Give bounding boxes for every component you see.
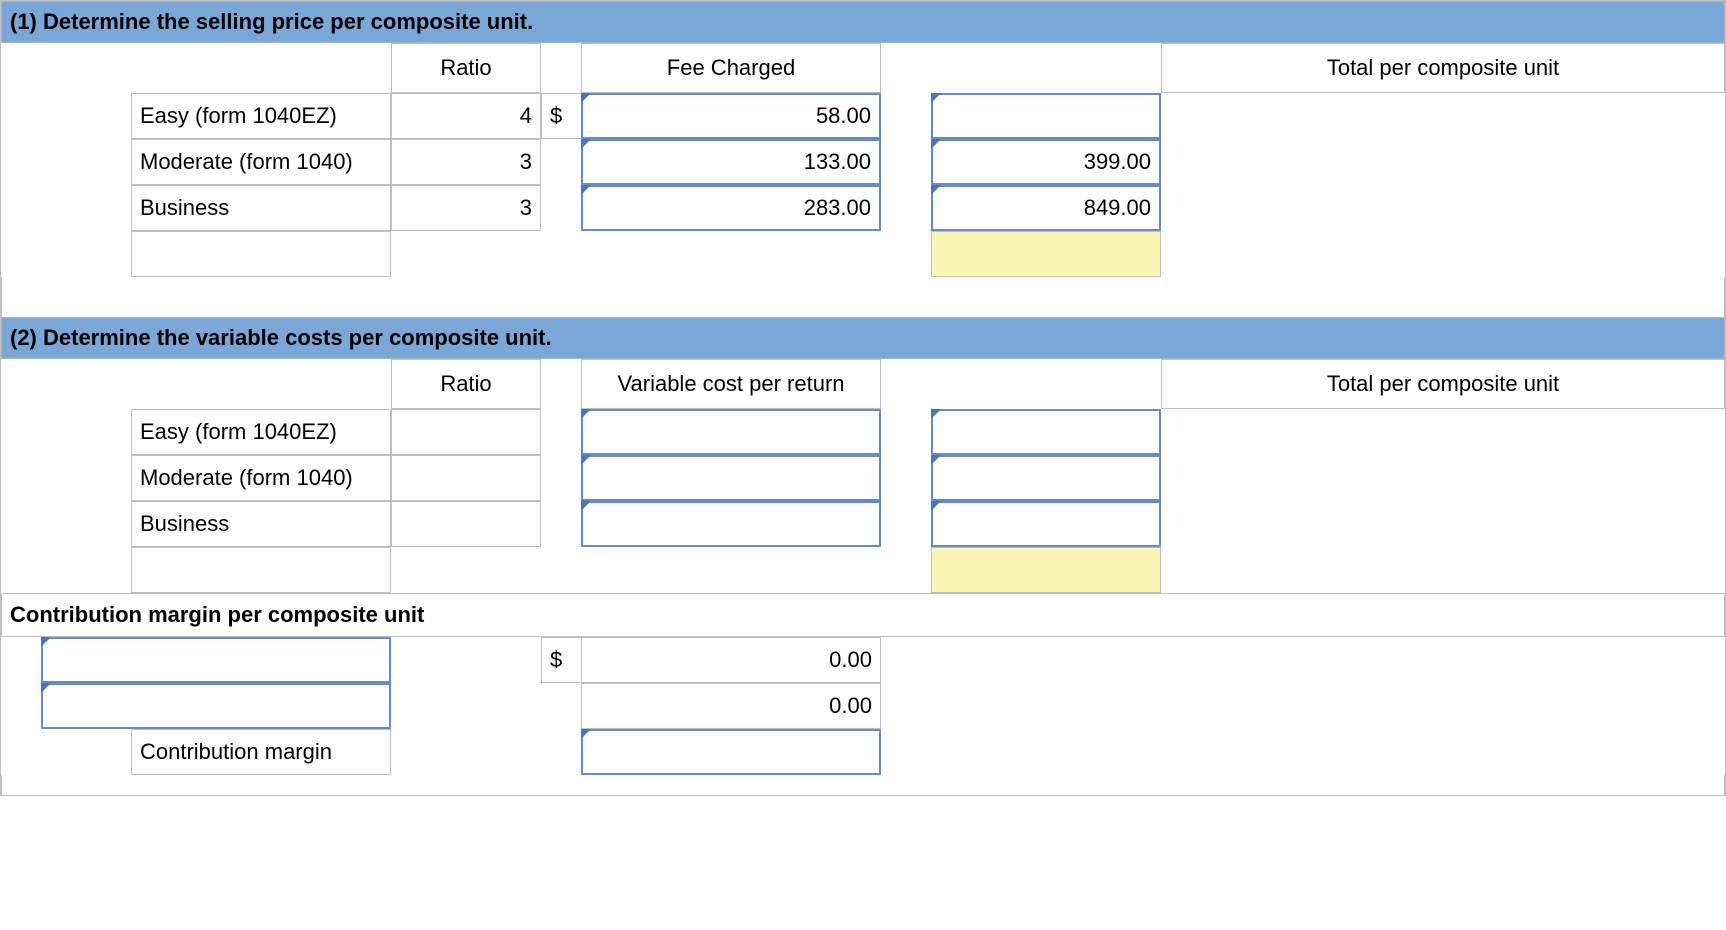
section2-sum-cell [931,547,1161,593]
section1-row: Easy (form 1040EZ) 4 $ 58.00 [1,93,1725,139]
section2-row: Easy (form 1040EZ) [1,409,1725,455]
section2-row: Business [1,501,1725,547]
cm-footer-label: Contribution margin [131,729,391,775]
cm-label-input[interactable] [41,637,391,683]
row-label: Business [131,501,391,547]
fee-input[interactable]: 58.00 [581,93,881,139]
section2-header: (2) Determine the variable costs per com… [1,317,1725,359]
section2-sum-row [1,547,1725,593]
ratio-cell[interactable] [391,501,541,547]
empty-cell [131,231,391,277]
varcost-input[interactable] [581,501,881,547]
worksheet: (1) Determine the selling price per comp… [0,0,1726,796]
col-header-varcost: Variable cost per return [581,359,881,409]
row-label: Easy (form 1040EZ) [131,93,391,139]
section1-title: (1) Determine the selling price per comp… [10,9,533,35]
ratio-cell[interactable]: 3 [391,139,541,185]
cm-label-input[interactable] [41,683,391,729]
total-input[interactable] [931,409,1161,455]
varcost-input[interactable] [581,455,881,501]
currency-symbol: $ [541,93,581,139]
total-input[interactable] [931,501,1161,547]
section1-header: (1) Determine the selling price per comp… [1,1,1725,43]
cm-row: 0.00 [1,683,1725,729]
section1-column-headers: Ratio Fee Charged Total per composite un… [1,43,1725,93]
section2-column-headers: Ratio Variable cost per return Total per… [1,359,1725,409]
col-header-total: Total per composite unit [1161,43,1725,93]
varcost-input[interactable] [581,409,881,455]
row-label: Business [131,185,391,231]
col-header-total: Total per composite unit [1161,359,1725,409]
currency-symbol: $ [541,637,581,683]
total-input[interactable] [931,455,1161,501]
cm-footer-row: Contribution margin [1,729,1725,775]
col-header-ratio: Ratio [391,359,541,409]
cm-title: Contribution margin per composite unit [10,602,424,628]
total-input[interactable] [931,93,1161,139]
spacer [1,775,1725,795]
cm-footer-input[interactable] [581,729,881,775]
row-label: Moderate (form 1040) [131,139,391,185]
row-label: Moderate (form 1040) [131,455,391,501]
spacer [1,277,1725,317]
section1-row: Business 3 283.00 849.00 [1,185,1725,231]
ratio-cell[interactable] [391,409,541,455]
section1-sum-row [1,231,1725,277]
row-label: Easy (form 1040EZ) [131,409,391,455]
total-input[interactable]: 399.00 [931,139,1161,185]
section1-row: Moderate (form 1040) 3 133.00 399.00 [1,139,1725,185]
ratio-cell[interactable]: 3 [391,185,541,231]
cm-header: Contribution margin per composite unit [1,593,1725,637]
section2-row: Moderate (form 1040) [1,455,1725,501]
section1-sum-cell [931,231,1161,277]
cm-value: 0.00 [581,637,881,683]
section2-title: (2) Determine the variable costs per com… [10,325,552,351]
total-input[interactable]: 849.00 [931,185,1161,231]
fee-input[interactable]: 133.00 [581,139,881,185]
col-header-fee: Fee Charged [581,43,881,93]
col-header-ratio: Ratio [391,43,541,93]
fee-input[interactable]: 283.00 [581,185,881,231]
cm-value: 0.00 [581,683,881,729]
cm-row: $ 0.00 [1,637,1725,683]
ratio-cell[interactable] [391,455,541,501]
ratio-cell[interactable]: 4 [391,93,541,139]
empty-cell [131,547,391,593]
